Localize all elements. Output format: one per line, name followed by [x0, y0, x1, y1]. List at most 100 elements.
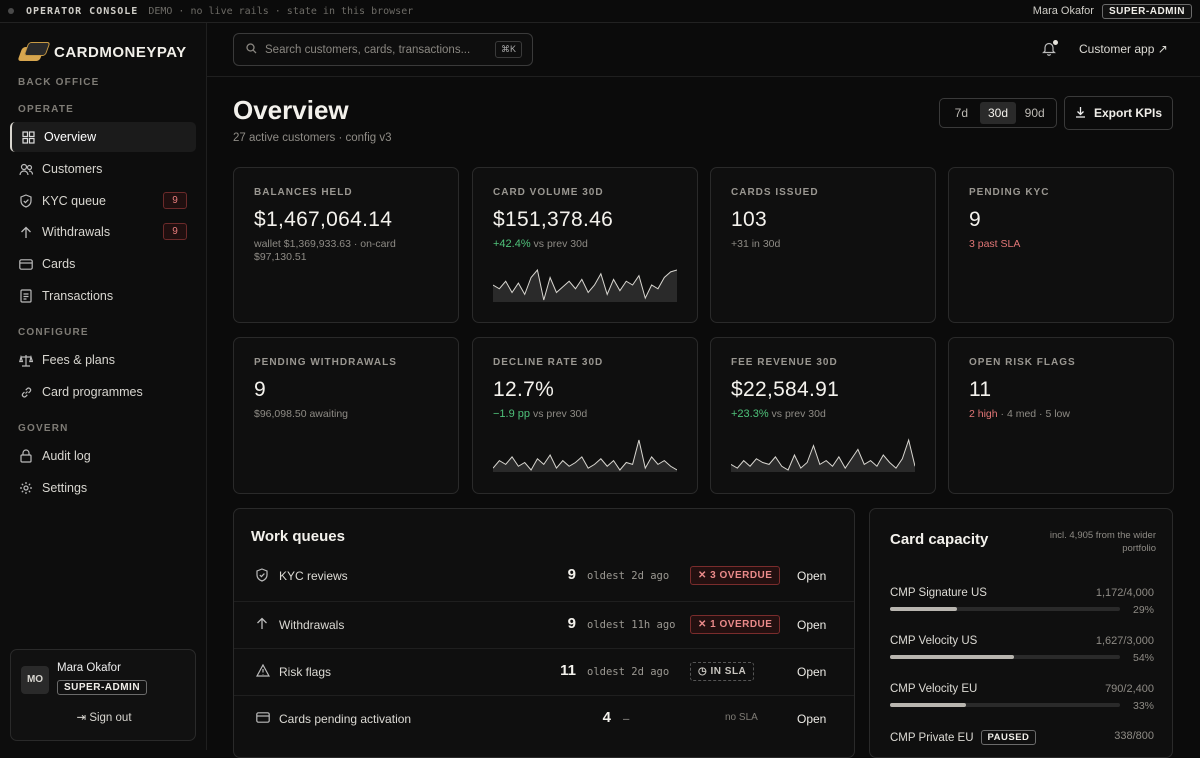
- sidebar-item-label: Audit log: [42, 449, 91, 463]
- kpi-cards-issued: CARDS ISSUED 103 +31 in 30d: [710, 167, 936, 323]
- notifications-bell-icon[interactable]: [1042, 40, 1058, 57]
- arrow-up-icon: [19, 225, 33, 239]
- sidebar-item-label: Fees & plans: [42, 353, 115, 367]
- kpi-pending-kyc: PENDING KYC 9 3 past SLA: [948, 167, 1174, 323]
- programme-percent: 29%: [1132, 604, 1154, 616]
- queue-oldest: oldest 2d ago: [587, 666, 670, 678]
- kpi-warn: 2 high: [969, 408, 998, 420]
- queue-name: KYC reviews: [279, 569, 348, 583]
- user-role-badge: SUPER-ADMIN: [57, 680, 148, 695]
- section-back-office: BACK OFFICE: [18, 77, 100, 88]
- sidebar-item-label: Settings: [42, 481, 88, 495]
- demo-note: DEMO · no live rails · state in this bro…: [148, 5, 414, 17]
- programme-usage: 1,172/4,000: [1095, 587, 1154, 599]
- download-icon: [1075, 106, 1086, 121]
- arrow-up-icon: [256, 617, 270, 631]
- queue-row-kyc[interactable]: KYC reviews 9 oldest 2d ago ✕ 3 OVERDUE …: [234, 553, 854, 600]
- kpi-value: 103: [731, 208, 767, 231]
- card-capacity-title: Card capacity: [890, 531, 989, 548]
- top-status-bar: OPERATOR CONSOLE DEMO · no live rails · …: [0, 0, 1200, 23]
- queue-count: 4: [602, 709, 611, 726]
- queue-count: 11: [560, 662, 576, 679]
- kpi-fee-revenue: FEE REVENUE 30D $22,584.91 +23.3% vs pre…: [710, 337, 936, 494]
- page-title: Overview: [233, 95, 349, 125]
- kpi-sub: · 4 med · 5 low: [997, 408, 1070, 420]
- grid-icon: [21, 130, 35, 144]
- header: ⌘K Customer app ↗: [207, 23, 1200, 77]
- card-volume-sparkline: [493, 268, 677, 302]
- sidebar-item-fees-plans[interactable]: Fees & plans: [10, 345, 196, 375]
- range-7d[interactable]: 7d: [954, 106, 969, 120]
- range-90d[interactable]: 90d: [1024, 106, 1045, 120]
- sidebar-item-card-programmes[interactable]: Card programmes: [10, 377, 196, 407]
- kpi-label: CARDS ISSUED: [731, 187, 819, 198]
- decline-rate-sparkline: [493, 439, 677, 472]
- open-queue-button[interactable]: Open: [797, 665, 827, 679]
- kpi-decline-rate: DECLINE RATE 30D 12.7% −1.9 pp vs prev 3…: [472, 337, 698, 494]
- search-input[interactable]: [265, 43, 495, 56]
- programme-name-text: CMP Private EU: [890, 731, 974, 744]
- queue-row-withdrawals[interactable]: Withdrawals 9 oldest 11h ago ✕ 1 OVERDUE…: [234, 601, 854, 648]
- work-queues-title: Work queues: [251, 528, 345, 545]
- kpi-label: OPEN RISK FLAGS: [969, 357, 1076, 368]
- sidebar-item-audit-log[interactable]: Audit log: [10, 441, 196, 471]
- shield-icon: [19, 194, 33, 208]
- scale-icon: [19, 353, 33, 367]
- brand-logo[interactable]: CARDMONEYPAY: [17, 41, 187, 63]
- sidebar-item-transactions[interactable]: Transactions: [10, 281, 196, 311]
- sidebar-item-kyc-queue[interactable]: KYC queue 9: [10, 186, 196, 216]
- kpi-pending-withdrawals: PENDING WITHDRAWALS 9 $96,098.50 awaitin…: [233, 337, 459, 494]
- export-kpis-button[interactable]: Export KPIs: [1064, 96, 1173, 130]
- queue-row-risk-flags[interactable]: Risk flags 11 oldest 2d ago ◷ IN SLA Ope…: [234, 648, 854, 695]
- programme-usage: 790/2,400: [1105, 683, 1154, 695]
- sidebar-item-overview[interactable]: Overview: [10, 122, 196, 152]
- status-dot-icon: [8, 8, 14, 14]
- kpi-label: BALANCES HELD: [254, 187, 353, 198]
- sidebar-item-label: Withdrawals: [42, 225, 111, 239]
- kpi-balances-held: BALANCES HELD $1,467,064.14 wallet $1,36…: [233, 167, 459, 323]
- kyc-count-badge: 9: [163, 192, 187, 209]
- kpi-sub: vs prev 30d: [771, 408, 826, 420]
- kpi-value: 12.7%: [493, 378, 555, 401]
- users-icon: [19, 162, 33, 176]
- sidebar-item-settings[interactable]: Settings: [10, 473, 196, 503]
- capacity-bar: [890, 703, 1120, 707]
- capacity-bar-fill: [890, 703, 966, 707]
- queue-row-cards-pending[interactable]: Cards pending activation 4 – no SLA Open: [234, 695, 854, 742]
- link-icon: [19, 385, 33, 399]
- sidebar-item-customers[interactable]: Customers: [10, 154, 196, 184]
- kpi-value: $1,467,064.14: [254, 208, 393, 231]
- queue-name: Withdrawals: [279, 618, 345, 632]
- open-queue-button[interactable]: Open: [797, 712, 827, 726]
- sign-out-label: Sign out: [89, 712, 132, 724]
- section-operate: OPERATE: [18, 104, 74, 115]
- queue-count: 9: [567, 615, 576, 632]
- kpi-label: FEE REVENUE 30D: [731, 357, 838, 368]
- programme-name: CMP Private EU PAUSED: [890, 730, 1037, 745]
- avatar: MO: [21, 666, 49, 694]
- sidebar-item-cards[interactable]: Cards: [10, 249, 196, 279]
- sidebar-item-label: Cards: [42, 257, 76, 271]
- programme-usage: 1,627/3,000: [1095, 635, 1154, 647]
- capacity-bar-fill: [890, 607, 957, 611]
- capacity-bar: [890, 607, 1120, 611]
- page-subtitle: 27 active customers · config v3: [233, 132, 392, 144]
- queue-oldest: oldest 2d ago: [587, 570, 670, 582]
- sign-out-button[interactable]: ⇥ Sign out: [11, 710, 197, 724]
- range-30d[interactable]: 30d: [979, 102, 1017, 124]
- open-queue-button[interactable]: Open: [797, 618, 827, 632]
- search-box[interactable]: ⌘K: [233, 33, 533, 66]
- programme-percent: 33%: [1132, 700, 1154, 712]
- capacity-item: CMP Private EU PAUSED 338/800: [890, 730, 1154, 757]
- open-queue-button[interactable]: Open: [797, 569, 827, 583]
- kpi-sub: +31 in 30d: [731, 238, 781, 250]
- top-user-name: Mara Okafor: [1032, 5, 1094, 17]
- customer-app-link[interactable]: Customer app ↗: [1079, 42, 1168, 56]
- user-name: Mara Okafor: [57, 662, 121, 674]
- card-capacity-panel: Card capacity incl. 4,905 from the wider…: [869, 508, 1173, 758]
- kpi-card-volume: CARD VOLUME 30D $151,378.46 +42.4% vs pr…: [472, 167, 698, 323]
- section-govern: GOVERN: [18, 423, 69, 434]
- sidebar-item-withdrawals[interactable]: Withdrawals 9: [10, 217, 196, 247]
- warning-icon: [255, 663, 271, 678]
- kpi-label: DECLINE RATE 30D: [493, 357, 604, 368]
